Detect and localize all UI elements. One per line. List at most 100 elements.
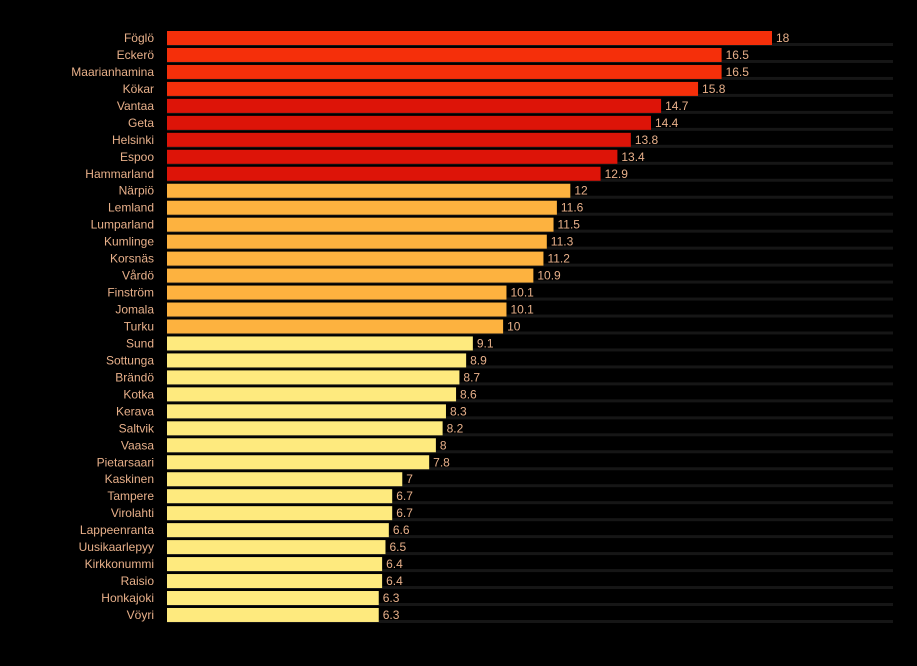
bar: [167, 472, 403, 487]
category-label: Närpiö: [119, 184, 155, 198]
category-label: Kumlinge: [104, 235, 154, 249]
bar-track: [167, 569, 893, 573]
category-label: Raisio: [121, 574, 155, 588]
bar-track: [167, 433, 893, 437]
value-label: 10.9: [537, 269, 561, 283]
bar: [167, 540, 386, 555]
bar: [167, 489, 393, 504]
value-label: 14.4: [655, 116, 679, 130]
category-label: Vaasa: [121, 438, 154, 452]
bar: [167, 319, 504, 334]
category-label: Saltvik: [119, 421, 155, 435]
bar-track: [167, 603, 893, 607]
category-label: Maarianhamina: [71, 65, 154, 79]
value-label: 6.4: [386, 574, 403, 588]
category-label: Honkajoki: [101, 591, 154, 605]
bar-track: [167, 484, 893, 488]
category-label: Jomala: [115, 303, 154, 317]
bar: [167, 404, 446, 419]
bar-track: [167, 501, 893, 505]
bar: [167, 149, 618, 164]
value-label: 11.2: [547, 252, 570, 266]
value-label: 13.4: [621, 150, 645, 164]
bar-track: [167, 619, 893, 623]
category-labels: Föglö Eckerö Maarianhamina Kökar Vantaa Geta H…: [71, 31, 155, 622]
bar-track: [167, 399, 893, 403]
value-label: 15.8: [702, 82, 726, 96]
bar: [167, 353, 467, 368]
category-label: Kirkkonummi: [85, 557, 154, 571]
value-label: 8.7: [463, 370, 480, 384]
bar: [167, 183, 571, 198]
bar-track: [167, 365, 893, 369]
category-label: Kaskinen: [105, 472, 154, 486]
value-label: 10.1: [510, 286, 534, 300]
bar: [167, 217, 554, 232]
bar-track: [167, 297, 893, 301]
value-label: 11.3: [551, 235, 574, 249]
bar: [167, 285, 507, 300]
category-label: Uusikaarlepyy: [79, 540, 154, 554]
value-label: 11.6: [561, 201, 584, 215]
bar-track: [167, 467, 893, 471]
value-label: 14.7: [665, 99, 689, 113]
bar-track: [167, 348, 893, 352]
value-label: 8.6: [460, 387, 477, 401]
bar-track: [167, 552, 893, 556]
value-label: 16.5: [726, 48, 750, 62]
bar: [167, 387, 457, 402]
value-label: 18: [776, 31, 790, 45]
bar: [167, 268, 534, 283]
category-label: Helsinki: [112, 133, 154, 147]
category-label: Brändö: [115, 370, 154, 384]
value-label: 6.7: [396, 489, 413, 503]
value-label: 9.1: [477, 336, 494, 350]
category-label: Föglö: [124, 31, 154, 45]
category-label: Pietarsaari: [97, 455, 154, 469]
bar: [167, 251, 544, 266]
bar-track: [167, 518, 893, 522]
category-label: Korsnäs: [110, 252, 154, 266]
bar: [167, 166, 601, 181]
value-label: 12.9: [605, 167, 629, 181]
value-label: 11.5: [558, 218, 581, 232]
value-label: 6.7: [396, 506, 413, 520]
bar: [167, 607, 379, 622]
bar: [167, 132, 631, 147]
bar: [167, 438, 436, 453]
bar: [167, 115, 651, 130]
category-label: Hammarland: [85, 167, 154, 181]
bar: [167, 234, 547, 249]
bar: [167, 523, 389, 538]
bar: [167, 64, 722, 79]
bar: [167, 81, 699, 96]
bar: [167, 302, 507, 317]
bar-track: [167, 535, 893, 539]
value-label: 7: [406, 472, 413, 486]
value-labels: 1816.516.515.814.714.413.813.412.91211.6…: [383, 31, 790, 622]
category-label: Geta: [128, 116, 154, 130]
bar: [167, 336, 473, 351]
bar: [167, 591, 379, 606]
value-label: 10: [507, 319, 521, 333]
value-label: 8.3: [450, 404, 467, 418]
category-label: Kotka: [123, 387, 154, 401]
category-label: Sottunga: [106, 353, 154, 367]
category-label: Lumparland: [91, 218, 154, 232]
category-label: Tampere: [107, 489, 154, 503]
category-label: Virolahti: [111, 506, 154, 520]
bar: [167, 47, 722, 62]
category-label: Eckerö: [117, 48, 155, 62]
category-label: Lemland: [108, 201, 154, 215]
value-label: 6.6: [393, 523, 410, 537]
category-label: Lappeenranta: [80, 523, 154, 537]
bar-track: [167, 331, 893, 335]
value-label: 6.3: [383, 608, 400, 622]
bar: [167, 455, 430, 470]
category-label: Vantaa: [117, 99, 154, 113]
value-label: 6.3: [383, 591, 400, 605]
bar-track: [167, 450, 893, 454]
value-label: 6.5: [389, 540, 406, 554]
bar: [167, 200, 557, 215]
